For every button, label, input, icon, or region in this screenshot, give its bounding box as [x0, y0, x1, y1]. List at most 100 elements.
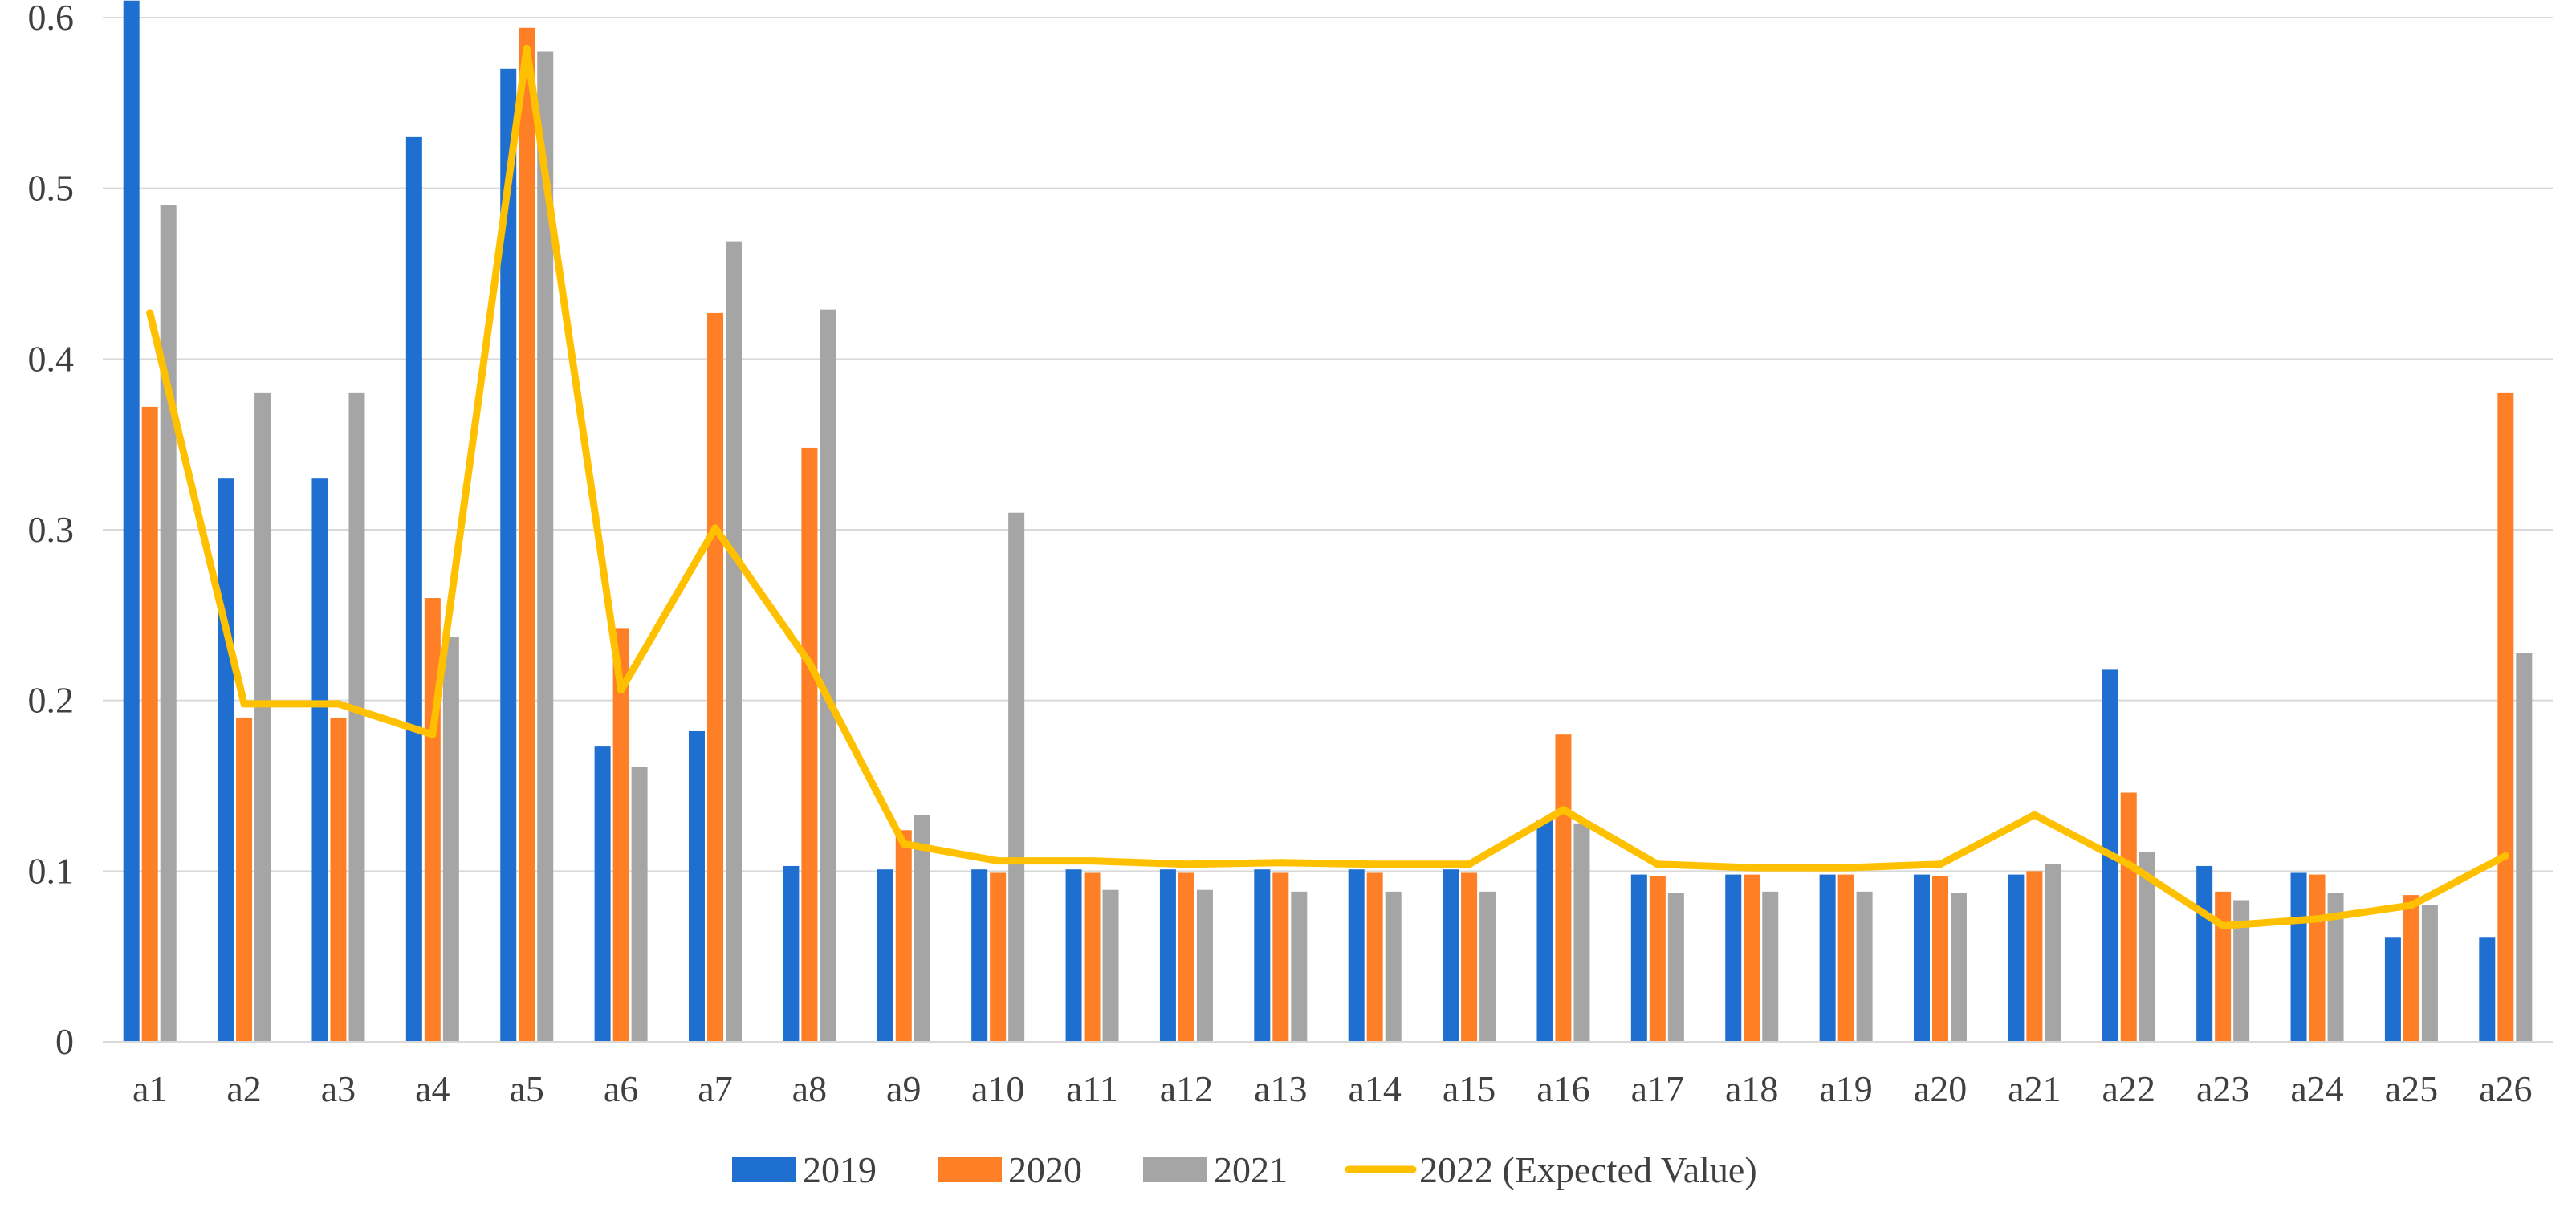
bar-2021-a23 [2233, 900, 2250, 1042]
bar-2020-a26 [2497, 392, 2514, 1042]
bar-2019-a4 [405, 136, 422, 1042]
bar-2020-a20 [1932, 876, 1948, 1042]
bar-2021-a24 [2327, 893, 2344, 1042]
y-axis: 0 0.1 0.2 0.3 0.4 0.5 0.6 [28, 0, 75, 1062]
bar-2019-a11 [1065, 869, 1082, 1042]
legend-swatch-2020 [938, 1157, 1002, 1182]
bar-2019-a8 [783, 865, 800, 1042]
legend-label: 2021 [1214, 1149, 1288, 1190]
line-expected-value [146, 44, 2509, 929]
bar-2019-a16 [1536, 820, 1553, 1042]
line-point-a6 [617, 686, 625, 694]
legend-label: 2020 [1008, 1149, 1082, 1190]
x-tick-label: a22 [2102, 1068, 2155, 1109]
bar-2021-a25 [2421, 905, 2438, 1042]
bar-2020-a5 [519, 27, 535, 1042]
bar-2019-a6 [594, 746, 611, 1042]
bar-2021-a8 [820, 309, 836, 1042]
line-point-a5 [523, 44, 531, 52]
bar-2019-a23 [2196, 865, 2213, 1042]
x-tick-label: a20 [1914, 1068, 1967, 1109]
bar-2021-a10 [1008, 512, 1025, 1042]
bar-2020-a3 [330, 717, 347, 1042]
bar-2021-a20 [1951, 893, 1967, 1042]
x-tick-label: a25 [2385, 1068, 2438, 1109]
bar-2021-a19 [1856, 891, 1873, 1042]
bar-2019-a10 [971, 869, 988, 1042]
x-tick-label: a9 [886, 1068, 921, 1109]
bar-2020-a16 [1555, 734, 1572, 1042]
x-tick-label: a13 [1254, 1068, 1307, 1109]
bar-2020-a21 [2026, 871, 2043, 1042]
bar-2020-a25 [2403, 895, 2419, 1042]
line-point-a1 [146, 309, 154, 317]
bar-2019-a7 [689, 730, 705, 1042]
line-point-a18 [1748, 864, 1756, 872]
bar-2020-a7 [707, 312, 723, 1042]
x-tick-label: a11 [1066, 1068, 1118, 1109]
bar-2020-a2 [236, 717, 253, 1042]
x-tick-label: a21 [2008, 1068, 2061, 1109]
legend-label: 2022 (Expected Value) [1419, 1149, 1757, 1190]
x-tick-label: a4 [415, 1068, 450, 1109]
bar-2021-a18 [1762, 891, 1779, 1042]
line-point-a12 [1182, 860, 1190, 868]
x-tick-label: a15 [1443, 1068, 1496, 1109]
line-point-a26 [2501, 852, 2509, 860]
line-point-a11 [1089, 857, 1097, 865]
x-tick-label: a7 [698, 1068, 732, 1109]
bar-2020-a24 [2309, 874, 2326, 1042]
x-tick-label: a3 [321, 1068, 356, 1109]
bar-2020-a17 [1649, 876, 1666, 1042]
bar-2019-a17 [1630, 874, 1647, 1042]
bar-2021-a13 [1291, 891, 1308, 1042]
bar-2020-a14 [1366, 872, 1383, 1042]
line-point-a4 [429, 730, 437, 738]
bar-2020-a15 [1461, 872, 1478, 1042]
y-tick-label: 0.4 [28, 338, 75, 379]
bar-2021-a2 [254, 392, 271, 1042]
y-tick-label: 0.6 [28, 0, 75, 38]
x-tick-label: a6 [604, 1068, 638, 1109]
bar-2019-a12 [1159, 869, 1176, 1042]
bar-2019-a18 [1725, 874, 1742, 1042]
bar-2019-a24 [2290, 872, 2307, 1042]
y-tick-label: 0.5 [28, 168, 75, 209]
bar-2021-a16 [1573, 823, 1590, 1042]
bar-2021-a22 [2139, 852, 2155, 1042]
x-tick-label: a5 [510, 1068, 544, 1109]
bar-2020-a9 [895, 830, 912, 1042]
bar-2019-a21 [2008, 874, 2025, 1042]
bar-2021-a12 [1196, 889, 1213, 1042]
bar-2019-a25 [2384, 937, 2401, 1042]
bar-2020-a18 [1744, 874, 1760, 1042]
legend-swatch-2019 [732, 1157, 796, 1182]
line-point-a21 [2030, 811, 2038, 819]
bar-2020-a12 [1178, 872, 1194, 1042]
y-tick-label: 0.1 [28, 850, 75, 891]
bar-2020-a10 [990, 872, 1007, 1042]
x-tick-label: a12 [1160, 1068, 1213, 1109]
bar-2020-a4 [424, 598, 441, 1042]
bar-2021-a9 [914, 815, 930, 1042]
bar-2021-a1 [160, 205, 177, 1042]
bar-2021-a6 [631, 767, 648, 1042]
expected-value-line [146, 44, 2509, 929]
bar-2019-a19 [1819, 874, 1836, 1042]
bar-2021-a14 [1385, 891, 1402, 1042]
line-point-a24 [2314, 915, 2322, 923]
line-point-a14 [1371, 860, 1379, 868]
x-tick-label: a23 [2196, 1068, 2249, 1109]
x-tick-label: a14 [1348, 1068, 1401, 1109]
line-point-a23 [2219, 921, 2227, 929]
line-point-a10 [994, 857, 1002, 865]
x-tick-label: a26 [2479, 1068, 2532, 1109]
bar-2019-a26 [2479, 937, 2496, 1042]
bar-2020-a11 [1084, 872, 1101, 1042]
y-tick-label: 0 [55, 1021, 74, 1062]
x-tick-label: a16 [1536, 1068, 1589, 1109]
bar-2019-a3 [311, 478, 328, 1042]
line-point-a15 [1465, 860, 1473, 868]
x-tick-label: a18 [1725, 1068, 1778, 1109]
x-axis: a1 a2 a3 a4 a5 a6 a7 a8 a9 a10 a11 a12 a13 a14 a15 a16 a… [132, 1068, 2533, 1109]
